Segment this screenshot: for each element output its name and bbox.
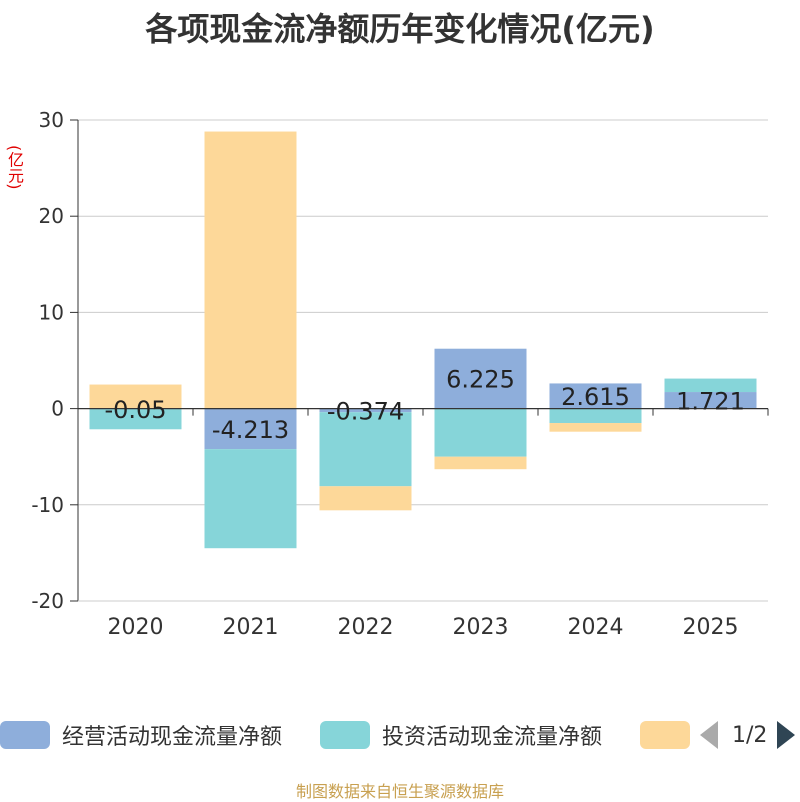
- chart-title: 各项现金流净额历年变化情况(亿元): [145, 10, 655, 48]
- y-tick-label: -20: [31, 589, 64, 613]
- legend-prev-arrow-icon[interactable]: [700, 721, 718, 749]
- bar-s2-2024: [549, 423, 642, 432]
- bar-s2-2023: [434, 456, 527, 470]
- bar-s0-2024: [549, 383, 642, 409]
- bar-s0-2023: [434, 348, 527, 409]
- y-tick-label: 10: [39, 300, 64, 324]
- bar-s0-2022: [319, 408, 412, 413]
- y-tick-label: -10: [31, 493, 64, 517]
- y-tick-label: 20: [39, 204, 64, 228]
- x-tick-label: 2022: [338, 615, 394, 640]
- legend-item-investing[interactable]: 投资活动现金流量净额: [320, 720, 602, 750]
- bar-s2-2022: [319, 486, 412, 511]
- bar-s1-2025: [664, 378, 757, 393]
- data-label: 2.615: [561, 383, 630, 411]
- data-source-note: 制图数据来自恒生聚源数据库: [295, 782, 504, 801]
- legend-next-arrow-icon[interactable]: [777, 721, 796, 749]
- bar-s1-2020: [89, 409, 182, 430]
- legend-pager: 1/2: [700, 720, 796, 750]
- bar-s0-2021: [204, 408, 297, 450]
- legend-swatch-investing: [320, 721, 370, 749]
- legend-label-investing: 投资活动现金流量净额: [382, 725, 603, 750]
- y-tick-label: 30: [39, 108, 64, 132]
- bar-s1-2024: [549, 408, 642, 424]
- bar-chart: -20 -10 0 10 20 30 -0.05 -4.213 -0.374 6.225 2.615…: [31, 108, 769, 640]
- y-axis-unit: (亿元): [5, 145, 24, 190]
- legend-item-financing[interactable]: [640, 720, 690, 750]
- data-label: -0.05: [104, 396, 166, 424]
- x-tick-label: 2023: [453, 615, 509, 640]
- bar-s1-2021: [204, 449, 297, 549]
- x-tick-label: 2021: [223, 615, 279, 640]
- data-label: 6.225: [446, 366, 515, 394]
- data-label: -4.213: [212, 416, 289, 444]
- data-label: 1.721: [676, 387, 745, 415]
- legend-swatch-financing: [640, 721, 690, 749]
- x-tick-label: 2025: [683, 615, 739, 640]
- legend: 经营活动现金流量净额 投资活动现金流量净额 1/2: [0, 712, 800, 756]
- legend-page-indicator: 1/2: [732, 722, 768, 748]
- legend-swatch-operating: [0, 721, 50, 749]
- bar-s1-2023: [434, 408, 527, 457]
- bar-s0-2025: [664, 392, 757, 409]
- data-label: -0.374: [327, 397, 404, 425]
- bar-s1-2022: [319, 412, 412, 487]
- x-tick-label: 2024: [568, 615, 624, 640]
- x-tick-label: 2020: [108, 615, 164, 640]
- legend-item-operating[interactable]: 经营活动现金流量净额: [0, 720, 282, 750]
- y-tick-label: 0: [51, 397, 64, 421]
- bar-s2-2021: [204, 131, 297, 409]
- bar-s2-2020: [89, 384, 182, 409]
- legend-label-operating: 经营活动现金流量净额: [62, 725, 283, 750]
